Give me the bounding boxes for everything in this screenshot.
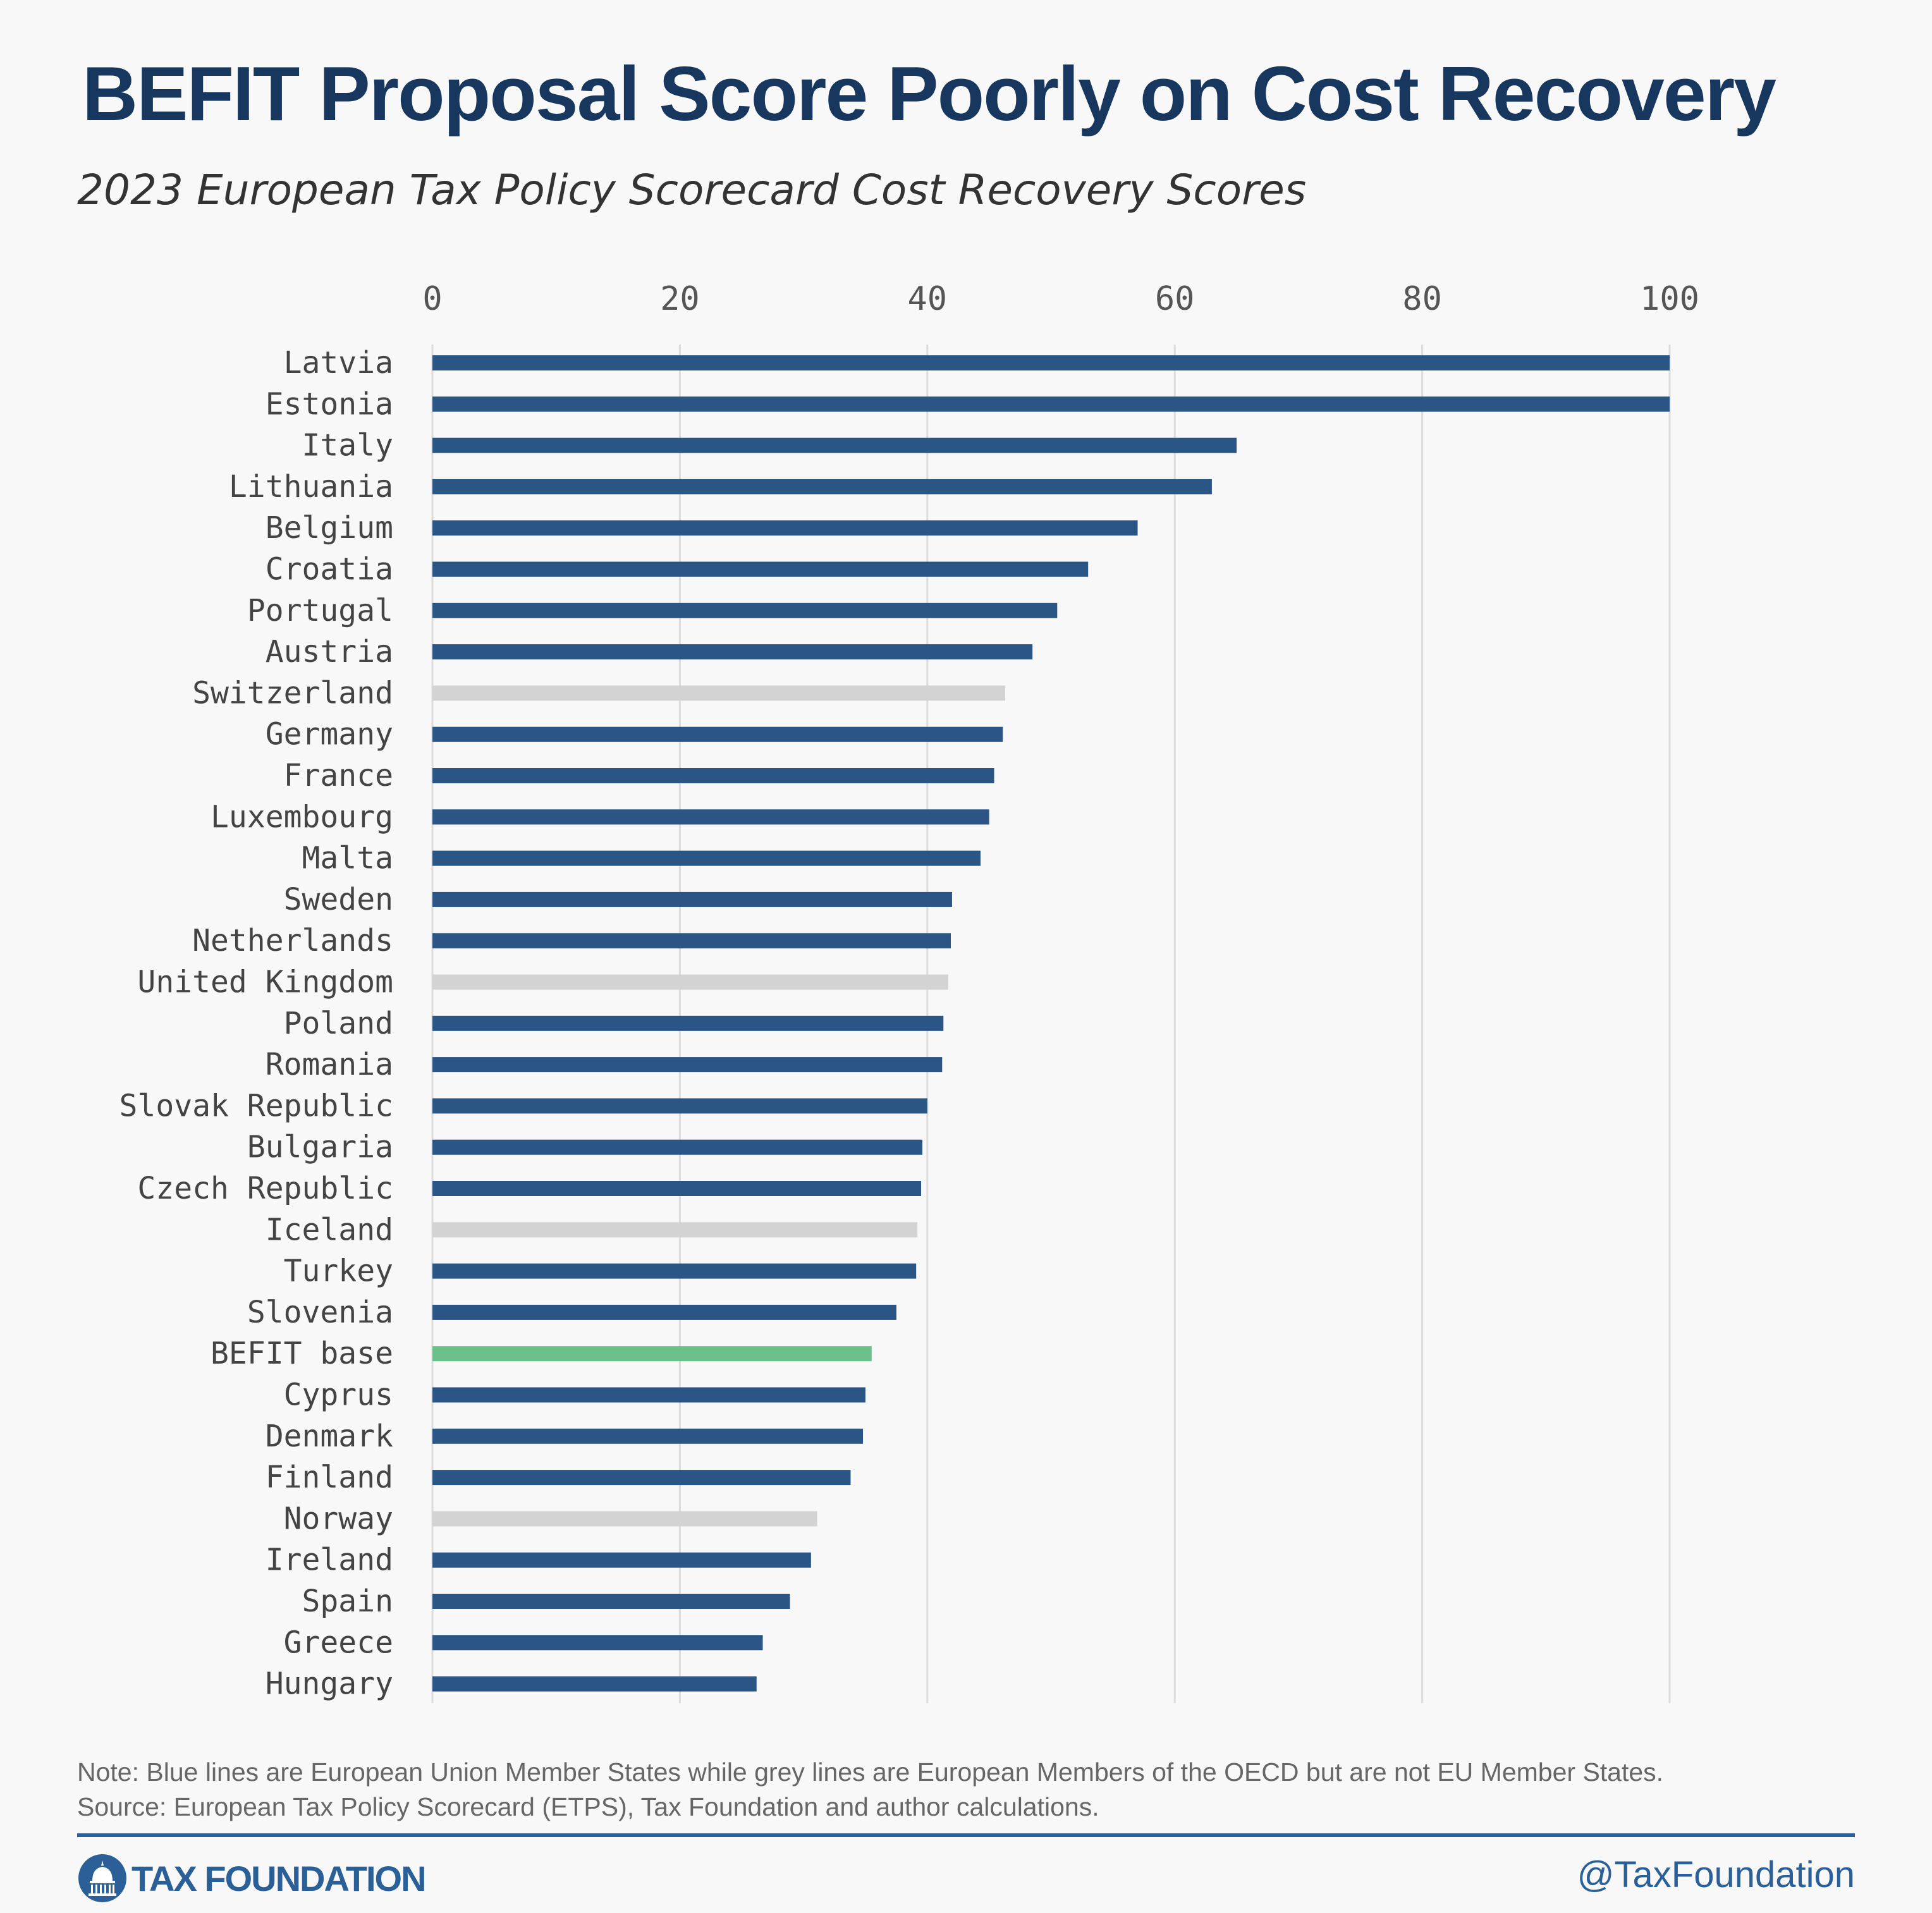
bar-ireland: [432, 1552, 811, 1568]
category-label: Latvia: [284, 345, 393, 381]
category-label: Denmark: [266, 1419, 393, 1454]
x-axis-ticks: 0 20 40 60 80 100: [422, 280, 1699, 318]
category-label: Spain: [302, 1584, 394, 1619]
bar-austria: [432, 644, 1033, 660]
bar-chart: 0 20 40 60 80 100 Latvia Estonia Italy Lithuania…: [119, 280, 1699, 1703]
bar-slovenia: [432, 1304, 896, 1320]
bar-estonia: [432, 396, 1670, 412]
bar-portugal: [432, 602, 1058, 618]
category-label: Hungary: [266, 1666, 393, 1702]
category-label: Portugal: [247, 593, 393, 628]
x-tick-label: 100: [1640, 280, 1699, 318]
category-label: Iceland: [266, 1212, 393, 1247]
bar-spain: [432, 1594, 790, 1609]
bar-iceland: [432, 1222, 918, 1238]
category-label: Switzerland: [192, 675, 393, 711]
x-tick-label: 0: [422, 280, 442, 318]
category-label: Slovak Republic: [119, 1088, 393, 1123]
bar-norway: [432, 1511, 817, 1527]
logo-text: TAX FOUNDATION: [131, 1858, 427, 1898]
category-label: Malta: [302, 841, 394, 876]
page-title: BEFIT Proposal Score Poorly on Cost Reco…: [82, 51, 1776, 137]
bar-belgium: [432, 520, 1138, 536]
category-label: Estonia: [266, 386, 393, 422]
category-label: Cyprus: [284, 1378, 393, 1413]
category-label: Lithuania: [229, 469, 393, 504]
category-label: Czech Republic: [137, 1171, 393, 1206]
note-line: Note: Blue lines are European Union Memb…: [77, 1757, 1664, 1787]
bar-latvia: [432, 355, 1670, 370]
bar-malta: [432, 850, 981, 866]
chart-note: Note: Blue lines are European Union Memb…: [77, 1755, 1663, 1824]
category-label: France: [284, 758, 393, 793]
bar-luxembourg: [432, 809, 989, 825]
bar-befit-base: [432, 1346, 872, 1362]
footer-divider: [77, 1833, 1855, 1837]
bar-france: [432, 768, 994, 783]
category-label: Belgium: [266, 510, 393, 546]
bar-romania: [432, 1057, 943, 1073]
bar-italy: [432, 437, 1237, 453]
category-label: Netherlands: [192, 923, 393, 958]
bar-turkey: [432, 1263, 917, 1279]
category-label: Slovenia: [247, 1295, 393, 1330]
bar-finland: [432, 1470, 851, 1486]
category-label: Germany: [266, 717, 393, 752]
twitter-handle[interactable]: @TaxFoundation: [1577, 1854, 1855, 1895]
bar-greece: [432, 1635, 763, 1651]
bar-hungary: [432, 1676, 757, 1692]
category-label: Finland: [266, 1460, 393, 1495]
bar-czech-republic: [432, 1181, 922, 1196]
bar-croatia: [432, 561, 1089, 577]
x-tick-label: 20: [660, 280, 700, 318]
category-label: Austria: [266, 634, 393, 669]
category-label: Romania: [266, 1047, 393, 1082]
bar-bulgaria: [432, 1139, 922, 1155]
category-label: Greece: [284, 1625, 393, 1660]
bar-united-kingdom: [432, 974, 949, 990]
category-label: Bulgaria: [247, 1130, 393, 1165]
category-label: BEFIT base: [211, 1336, 393, 1371]
category-label: United Kingdom: [137, 965, 393, 1000]
category-label: Ireland: [266, 1543, 393, 1578]
bar-netherlands: [432, 933, 951, 949]
category-labels: Latvia Estonia Italy Lithuania Belgium Croati…: [119, 345, 394, 1702]
category-label: Croatia: [266, 552, 393, 587]
x-tick-label: 60: [1155, 280, 1195, 318]
category-label: Sweden: [284, 882, 393, 917]
x-tick-label: 80: [1402, 280, 1442, 318]
category-label: Turkey: [284, 1254, 393, 1289]
bars: [432, 355, 1670, 1692]
bar-slovak-republic: [432, 1098, 927, 1114]
bar-sweden: [432, 891, 952, 907]
category-label: Italy: [302, 428, 394, 463]
bar-poland: [432, 1015, 944, 1031]
tax-foundation-logo: TAX FOUNDATION: [77, 1850, 427, 1907]
x-tick-label: 40: [907, 280, 947, 318]
category-label: Luxembourg: [211, 799, 393, 834]
category-label: Norway: [284, 1501, 393, 1536]
category-label: Poland: [284, 1006, 393, 1041]
source-line: Source: European Tax Policy Scorecard (E…: [77, 1792, 1099, 1821]
bar-switzerland: [432, 685, 1006, 701]
bar-germany: [432, 726, 1003, 742]
bar-denmark: [432, 1428, 864, 1444]
capitol-dome-icon: [78, 1854, 126, 1902]
page-subtitle: 2023 European Tax Policy Scorecard Cost …: [77, 166, 1307, 214]
bar-cyprus: [432, 1387, 865, 1403]
bar-lithuania: [432, 479, 1212, 494]
